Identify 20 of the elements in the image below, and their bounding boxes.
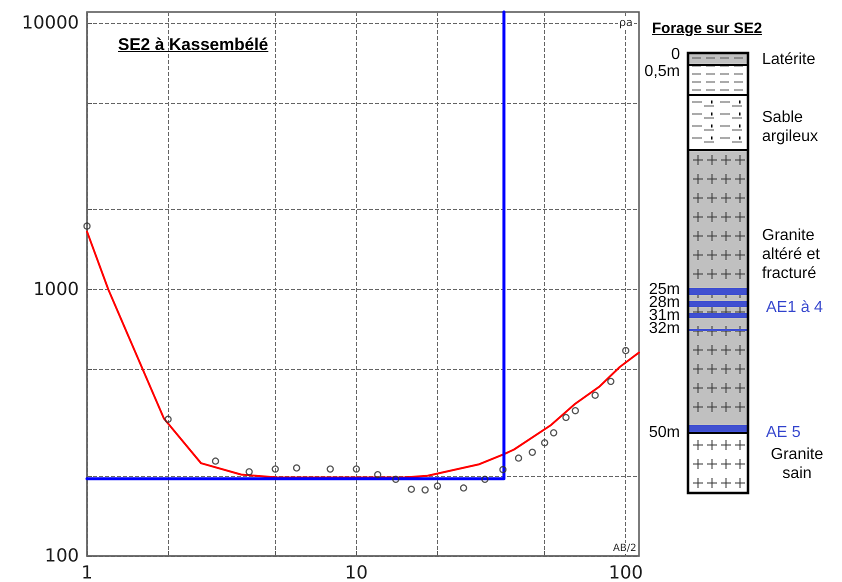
y-tick-label: 100	[44, 546, 79, 566]
text: Latérite	[762, 50, 816, 69]
text: Sable argileux	[762, 108, 820, 146]
text: 50m	[648, 423, 680, 442]
text: 0	[671, 45, 680, 64]
text: SE2 à Kassembélé	[118, 35, 268, 55]
y-tick-label: 10000	[22, 12, 79, 34]
x-axis-title: AB/2	[612, 543, 638, 554]
text: AE 5	[766, 423, 801, 442]
text: Granite sain	[770, 445, 824, 483]
text: 0,5m	[644, 62, 680, 81]
text: AE1 à 4	[766, 298, 823, 317]
text: 32m	[648, 320, 680, 338]
x-tick-label: 10	[344, 562, 368, 582]
x-tick-label: 100	[608, 562, 643, 582]
y-axis-title: ρa	[618, 16, 634, 29]
text: Granite altéré et fracturé	[762, 226, 821, 283]
x-tick-label: 1	[81, 562, 93, 582]
text: Forage sur SE2	[652, 20, 762, 37]
y-tick-label: 1000	[33, 279, 79, 300]
